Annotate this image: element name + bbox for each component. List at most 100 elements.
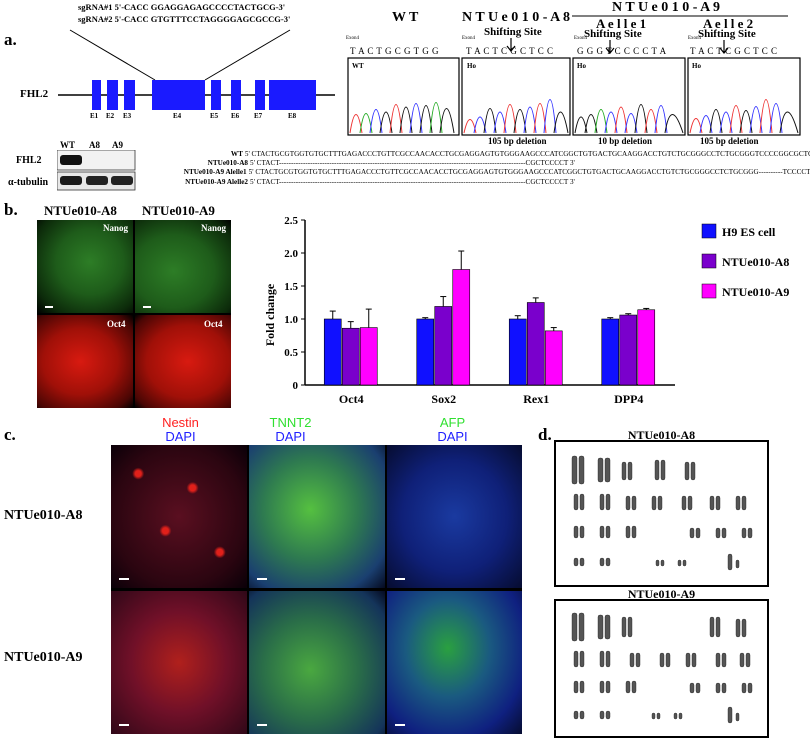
exon-label-e3: E3 (123, 112, 132, 120)
marker-name-afp: AFP (439, 415, 466, 430)
bar (359, 327, 378, 386)
shifting-site-a9a: Shifting Site (584, 28, 642, 40)
alignment-seq: 5' CTACTGCGTGGTGTGCTTTGAGACCCTGTTCGCCAAC… (244, 150, 810, 158)
gene-structure-diagram (58, 29, 335, 110)
exon-e5 (211, 80, 221, 110)
panel-a-letter: a. (4, 30, 17, 49)
stain-label-oct4-a8: Oct4 (107, 319, 126, 329)
peak (759, 99, 773, 134)
peak (429, 102, 443, 134)
if-image-a9-tnnt2 (249, 591, 385, 734)
panel-c-row-a8: NTUe010-A8 (4, 508, 83, 523)
trace-seq-a9b: T A C T C G C T C C (690, 46, 778, 56)
alignment-seq: 5' CTACTGCGTGGTGTGCTTTGAGACCCTGTTCGCCAAC… (248, 168, 810, 177)
alignment-seq: 5' CTACT--------------------------------… (250, 159, 575, 168)
scale-bar (143, 306, 151, 308)
alignment-name: WT (230, 150, 243, 158)
if-grid-c (111, 445, 522, 734)
guide-line-left (69, 29, 156, 81)
deletion-a9b: 105 bp deletion (700, 136, 759, 146)
arrow-a8 (506, 38, 516, 52)
panel-b-letter: b. (4, 200, 18, 219)
bar (434, 306, 453, 386)
wb-fhl2-band-wt (60, 155, 82, 165)
trace-tag-a9a: Ho (577, 62, 586, 70)
y-tick-label: 0 (293, 380, 299, 392)
bar (619, 314, 638, 386)
panel-b-col-a8: NTUe010-A8 (44, 203, 117, 218)
marker-header-afp: AFP DAPI (410, 416, 495, 444)
shifting-site-a9b: Shifting Site (698, 28, 756, 40)
exon-e3 (124, 80, 135, 110)
bar (416, 318, 435, 386)
counterstain-label: DAPI (165, 429, 196, 444)
exon-label-e1: E1 (90, 112, 99, 120)
if-image-a9-nestin (111, 591, 247, 734)
marker-name-nestin: Nestin (162, 415, 199, 430)
seq-header-wt: W T (392, 10, 419, 25)
wb-row-tubulin: α-tubulin (8, 177, 49, 188)
x-tick-label: Rex1 (523, 392, 549, 406)
panel-b-col-a9: NTUe010-A9 (142, 203, 215, 218)
seq-header-a9: N T U e 0 1 0 - A 9 (612, 0, 720, 15)
exon-label-e8: E8 (288, 112, 297, 120)
sgrna1-label: sgRNA#1 5'-CACC GGAGGAGAGCCCCTACTGCG-3' (78, 2, 286, 12)
peak (779, 111, 799, 134)
wb-tubulin-band-a9 (111, 176, 133, 185)
peak (439, 108, 455, 134)
if-image-a8-afp (387, 445, 522, 588)
karyotype-chromosomes-a8 (571, 455, 753, 571)
bar (323, 318, 342, 386)
exon-label-e2: E2 (106, 112, 115, 120)
peak (614, 106, 628, 134)
alignment-row: NTUe010-A9 Alelle2 5' CTACT-------------… (140, 178, 810, 187)
trace-seq-wt: T A C T G C G T G G (350, 46, 439, 56)
exon-e6 (231, 80, 241, 110)
panel-c-row-a9: NTUe010-A9 (4, 650, 83, 665)
bar (544, 330, 563, 386)
arrow-a9a (605, 40, 615, 54)
marker-header-nestin: Nestin DAPI (138, 416, 223, 444)
sgrna2-label: sgRNA#2 5'-CACC GTGTTTCCTAGGGGAGCGCCG-3' (78, 14, 291, 24)
y-tick-label: 1.5 (284, 281, 298, 293)
alignment-row: NTUe010-A9 Alelle1 5' CTACTGCGTGGTGTGCTT… (140, 168, 810, 177)
bar (452, 269, 471, 386)
counterstain-label: DAPI (275, 429, 306, 444)
trace-tag-a9b: Ho (692, 62, 701, 70)
exon4-label-a9b: Exon4 (688, 36, 702, 41)
exon-e1 (92, 80, 101, 110)
stain-label-nanog-a9: Nanog (201, 223, 227, 233)
panel-d-letter: d. (538, 425, 552, 444)
a9-bracket (572, 15, 788, 17)
trace-seq-a9a: G G G T C C C C T A (577, 46, 667, 56)
exon-e8 (269, 80, 316, 110)
legend-label: H9 ES cell (722, 225, 776, 239)
exon4-label-wt: Exon4 (346, 36, 360, 41)
peak (409, 103, 423, 134)
exon4-label-a9a: Exon4 (574, 36, 588, 41)
exon-label-e4: E4 (173, 112, 182, 120)
trace-box-a9b (687, 57, 801, 136)
legend-label: NTUe010-A8 (722, 255, 789, 269)
alignment-row: NTUe010-A8 5' CTACT---------------------… (140, 159, 810, 168)
karyotype-a8: NTUe010-A8 (554, 428, 769, 587)
seq-header-a8: N T U e 0 1 0 - A 8 (462, 10, 570, 25)
y-tick-label: 1.0 (284, 314, 298, 326)
if-image-a8-oct4 (37, 315, 133, 408)
wb-lane-wt: WT (60, 140, 76, 150)
scale-bar (45, 306, 53, 308)
exon-e7 (255, 80, 265, 110)
stain-label-nanog-a8: Nanog (103, 223, 129, 233)
legend-label: NTUe010-A9 (722, 285, 789, 299)
deletion-a8: 105 bp deletion (488, 136, 547, 146)
alignment-row: WT 5' CTACTGCGTGGTGTGCTTTGAGACCCTGTTCGCC… (140, 150, 810, 159)
allele2-header: A e l l e 2 (703, 16, 754, 31)
exon-label-e5: E5 (210, 112, 219, 120)
wb-lane-a9: A9 (112, 140, 123, 150)
trace-box-a9a (572, 57, 686, 136)
scale-bar (257, 724, 267, 726)
stain-label-oct4-a9: Oct4 (204, 319, 223, 329)
scale-bar (395, 578, 405, 580)
peak (769, 103, 783, 134)
counterstain-label: DAPI (437, 429, 468, 444)
